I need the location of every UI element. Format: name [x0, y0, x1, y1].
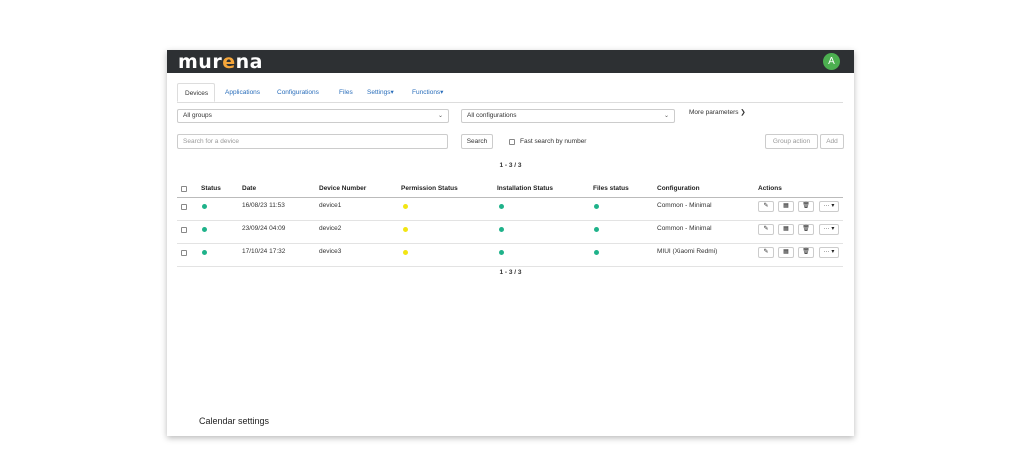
- col-configuration[interactable]: Configuration: [657, 185, 700, 192]
- edit-icon[interactable]: ✎: [758, 224, 774, 235]
- status-online-dot: [202, 227, 207, 232]
- configuration-link[interactable]: Common - Minimal: [657, 202, 712, 209]
- configuration-link[interactable]: Common - Minimal: [657, 225, 712, 232]
- configuration-select[interactable]: All configurations ⌄: [461, 109, 675, 123]
- tab-configurations[interactable]: Configurations: [277, 89, 319, 96]
- configuration-link[interactable]: MIUI (Xiaomi Redmi): [657, 248, 718, 255]
- fast-search-checkbox[interactable]: [509, 139, 515, 145]
- permission-status-dot: [403, 204, 408, 209]
- trash-icon[interactable]: 🗑: [798, 224, 814, 235]
- table-header: Status Date Device Number Permission Sta…: [177, 181, 843, 198]
- search-button[interactable]: Search: [461, 134, 493, 149]
- table-row[interactable]: 17/10/24 17:32 device3 MIUI (Xiaomi Redm…: [177, 244, 843, 267]
- chevron-down-icon: ⌄: [437, 113, 443, 119]
- edit-icon[interactable]: ✎: [758, 201, 774, 212]
- files-status-dot: [594, 204, 599, 209]
- installation-status-dot: [499, 204, 504, 209]
- group-action-button[interactable]: Group action: [765, 134, 818, 149]
- tab-functions[interactable]: Functions▾: [412, 89, 444, 96]
- row-checkbox[interactable]: [181, 227, 187, 233]
- permission-status-dot: [403, 227, 408, 232]
- qr-code-icon[interactable]: ▦: [778, 224, 794, 235]
- trash-icon[interactable]: 🗑: [798, 247, 814, 258]
- device-number: device3: [319, 248, 342, 255]
- add-button[interactable]: Add: [820, 134, 844, 149]
- col-actions: Actions: [758, 185, 782, 192]
- top-navbar: murena A: [167, 50, 854, 73]
- col-date[interactable]: Date: [242, 185, 257, 192]
- col-files-status[interactable]: Files status: [593, 185, 629, 192]
- select-all-checkbox[interactable]: [181, 186, 187, 192]
- more-actions-dropdown[interactable]: ··· ▾: [819, 201, 839, 212]
- installation-status-dot: [499, 227, 504, 232]
- tab-applications[interactable]: Applications: [225, 89, 261, 96]
- search-input[interactable]: Search for a device: [177, 134, 448, 149]
- tab-settings[interactable]: Settings▾: [367, 89, 394, 96]
- edit-icon[interactable]: ✎: [758, 247, 774, 258]
- device-number: device2: [319, 225, 342, 232]
- row-checkbox[interactable]: [181, 250, 187, 256]
- row-checkbox[interactable]: [181, 204, 187, 210]
- user-avatar[interactable]: A: [823, 53, 840, 70]
- devices-table: Status Date Device Number Permission Sta…: [177, 181, 843, 267]
- table-row[interactable]: 23/09/24 04:09 device2 Common - Minimal …: [177, 221, 843, 244]
- qr-code-icon[interactable]: ▦: [778, 201, 794, 212]
- trash-icon[interactable]: 🗑: [798, 201, 814, 212]
- more-actions-dropdown[interactable]: ··· ▾: [819, 224, 839, 235]
- col-installation-status[interactable]: Installation Status: [497, 185, 553, 192]
- table-row[interactable]: 16/08/23 11:53 device1 Common - Minimal …: [177, 198, 843, 221]
- tab-files[interactable]: Files: [339, 89, 353, 96]
- status-online-dot: [202, 204, 207, 209]
- more-parameters-toggle[interactable]: More parameters ❯: [689, 109, 746, 116]
- qr-code-icon[interactable]: ▦: [778, 247, 794, 258]
- status-online-dot: [202, 250, 207, 255]
- pagination-bottom: 1 - 3 / 3: [499, 269, 522, 276]
- calendar-settings-link[interactable]: Calendar settings: [199, 416, 270, 426]
- col-permission-status[interactable]: Permission Status: [401, 185, 458, 192]
- permission-status-dot: [403, 250, 408, 255]
- fast-search-label: Fast search by number: [520, 138, 587, 145]
- installation-status-dot: [499, 250, 504, 255]
- main-tabs: Devices Applications Configurations File…: [177, 83, 843, 103]
- col-device-number[interactable]: Device Number: [319, 185, 367, 192]
- group-select[interactable]: All groups ⌄: [177, 109, 449, 123]
- files-status-dot: [594, 250, 599, 255]
- pagination-top: 1 - 3 / 3: [499, 162, 522, 169]
- app-window: murena A Devices Applications Configurat…: [167, 50, 854, 436]
- murena-logo[interactable]: murena: [178, 51, 263, 73]
- chevron-down-icon: ⌄: [663, 113, 669, 119]
- files-status-dot: [594, 227, 599, 232]
- device-date: 23/09/24 04:09: [242, 225, 286, 232]
- col-status[interactable]: Status: [201, 185, 221, 192]
- device-date: 16/08/23 11:53: [242, 202, 285, 209]
- more-actions-dropdown[interactable]: ··· ▾: [819, 247, 839, 258]
- tab-devices[interactable]: Devices: [177, 83, 215, 102]
- device-number: device1: [319, 202, 342, 209]
- device-date: 17/10/24 17:32: [242, 248, 286, 255]
